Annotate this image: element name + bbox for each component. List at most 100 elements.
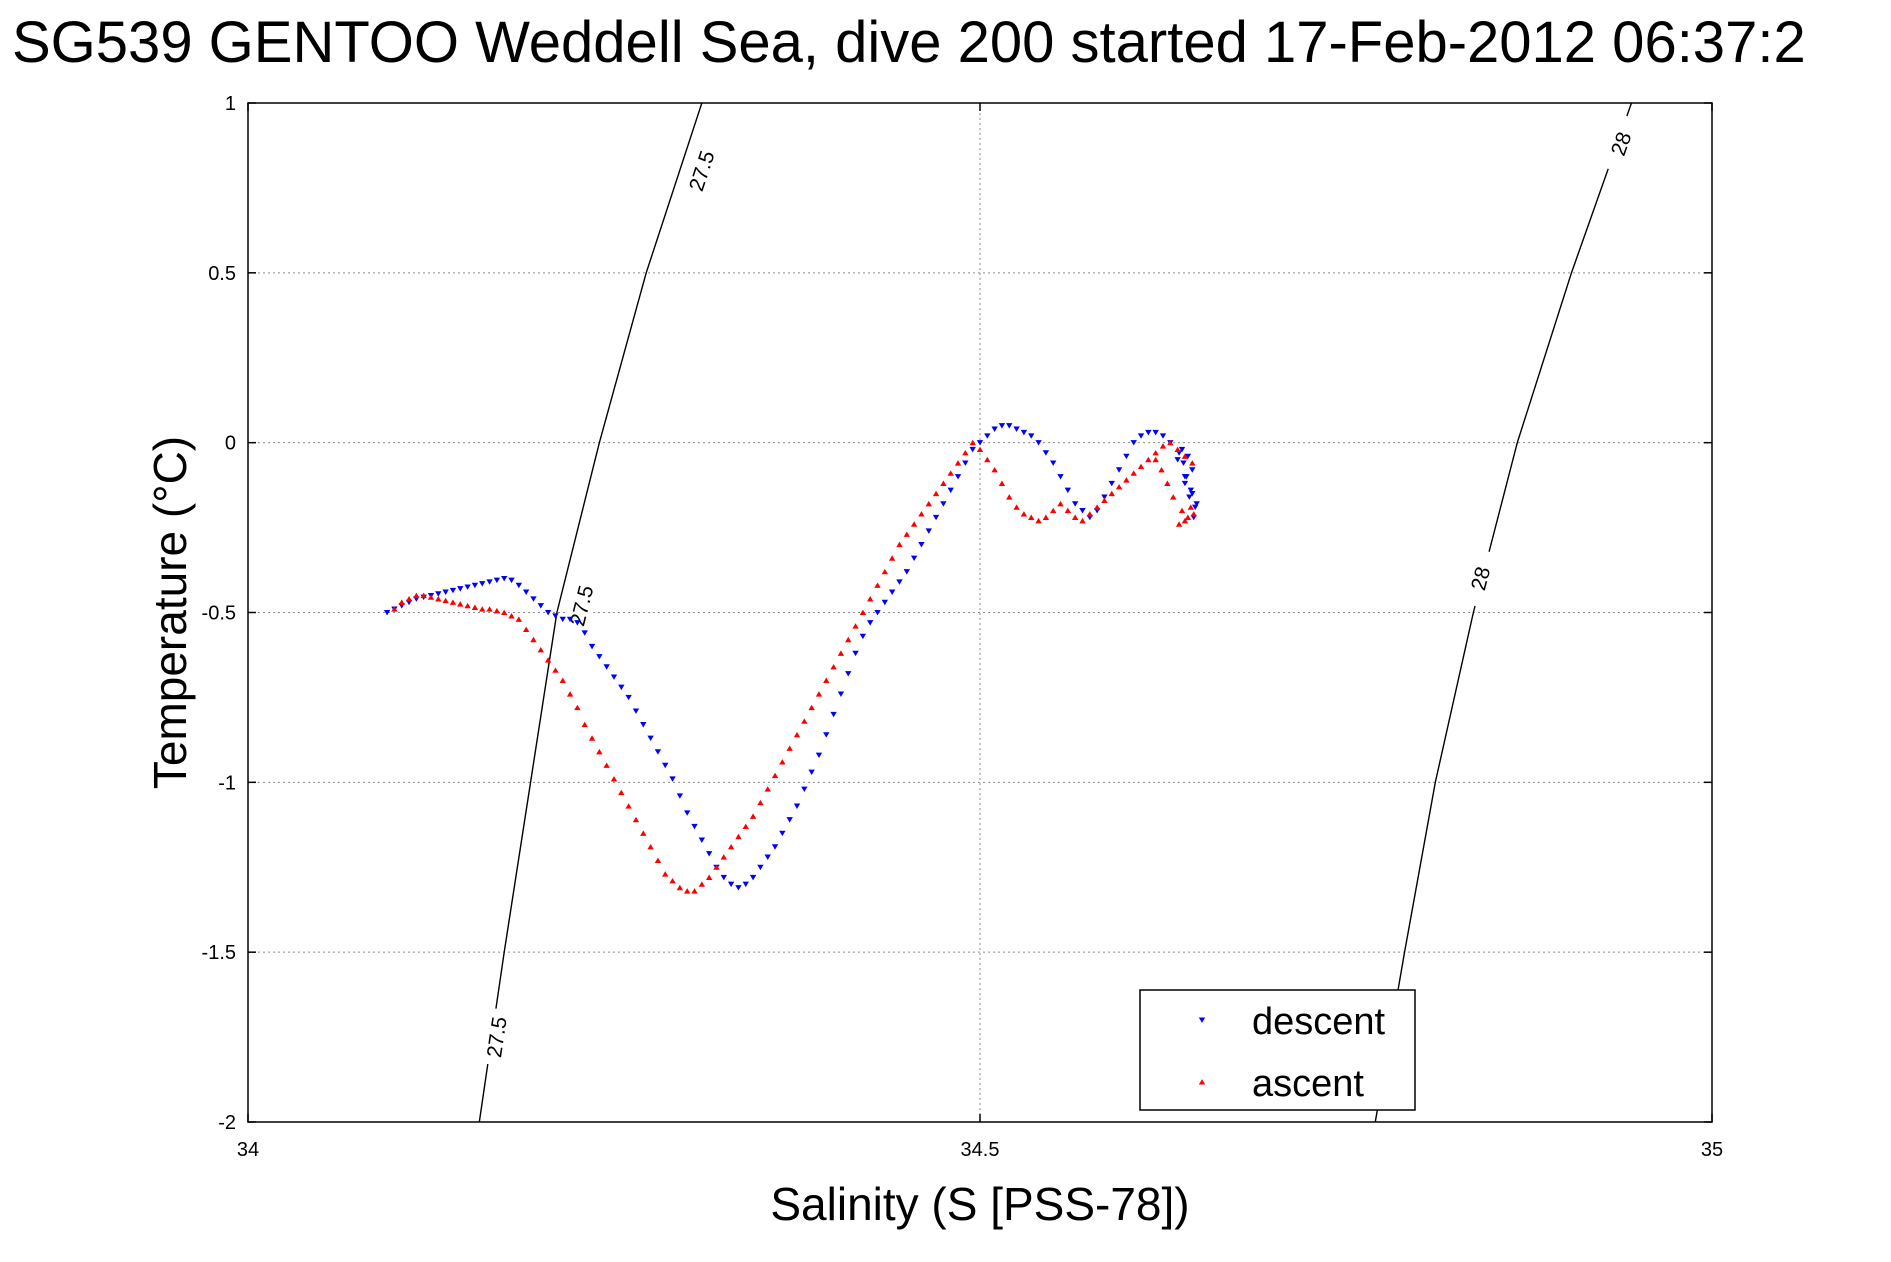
ascent-point bbox=[1006, 494, 1013, 500]
ascent-point bbox=[888, 555, 896, 561]
descent-point bbox=[508, 577, 515, 584]
descent-point bbox=[581, 630, 588, 636]
descent-point bbox=[1013, 426, 1020, 432]
descent-point bbox=[1189, 467, 1196, 473]
descent-point bbox=[684, 810, 691, 816]
ascent-point bbox=[969, 439, 976, 446]
descent-point bbox=[793, 803, 801, 809]
descent-point bbox=[1192, 504, 1199, 511]
ascent-point bbox=[1174, 446, 1181, 453]
ascent-point bbox=[991, 466, 998, 473]
ascent-point bbox=[537, 646, 544, 653]
ascent-point bbox=[391, 606, 398, 612]
contour-label-mask bbox=[563, 575, 601, 636]
descent-point bbox=[625, 694, 632, 701]
ascent-point bbox=[1178, 507, 1186, 514]
descent-point bbox=[1159, 433, 1167, 439]
ascent-point bbox=[859, 609, 867, 616]
descent-point bbox=[486, 579, 493, 585]
descent-point bbox=[1064, 487, 1072, 494]
ascent-point bbox=[1181, 517, 1189, 524]
ascent-point bbox=[1013, 504, 1020, 510]
ascent-point bbox=[727, 843, 735, 850]
descent-point bbox=[566, 616, 574, 623]
ascent-point bbox=[793, 731, 801, 738]
descent-point bbox=[479, 581, 486, 587]
legend-marker-descent bbox=[1198, 1017, 1206, 1023]
ascent-point bbox=[625, 803, 632, 809]
descent-point bbox=[859, 633, 867, 640]
descent-point bbox=[727, 881, 735, 888]
ascent-point bbox=[771, 772, 779, 779]
descent-point bbox=[771, 844, 779, 850]
descent-point bbox=[449, 587, 457, 594]
x-tick-label: 35 bbox=[1701, 1139, 1723, 1161]
legend: descent ascent bbox=[1139, 989, 1416, 1111]
ascent-point bbox=[457, 601, 464, 607]
descent-point bbox=[881, 599, 889, 606]
ascent-point bbox=[508, 613, 515, 619]
descent-point bbox=[815, 752, 823, 759]
descent-point bbox=[537, 603, 544, 609]
descent-point bbox=[1035, 440, 1042, 446]
ascent-point bbox=[749, 813, 757, 819]
descent-point bbox=[976, 440, 984, 446]
ascent-point bbox=[618, 789, 625, 796]
ascent-point bbox=[852, 623, 859, 629]
ascent-point bbox=[522, 626, 530, 633]
ascent-point bbox=[940, 480, 947, 486]
descent-point bbox=[1174, 457, 1181, 463]
descent-point bbox=[1181, 480, 1189, 487]
ascent-point bbox=[713, 864, 720, 870]
ascent-point bbox=[1189, 460, 1196, 466]
ascent-point bbox=[881, 568, 889, 575]
descent-point bbox=[669, 776, 676, 782]
ascent-point bbox=[1020, 511, 1028, 517]
ascent-point bbox=[910, 521, 918, 527]
descent-point bbox=[984, 433, 991, 439]
ascent-point bbox=[669, 877, 676, 884]
descent-point bbox=[596, 654, 603, 660]
ascent-point bbox=[845, 636, 852, 643]
descent-point bbox=[1057, 474, 1064, 480]
y-axis-label: Temperature (°C) bbox=[144, 436, 196, 789]
descent-point bbox=[852, 650, 859, 657]
descent-point bbox=[925, 528, 932, 534]
ascent-point bbox=[1086, 511, 1093, 517]
y-tick-label: -0.5 bbox=[202, 603, 236, 625]
ascent-point bbox=[742, 823, 749, 830]
ascent-point bbox=[1181, 453, 1189, 459]
ascent-point bbox=[947, 470, 954, 476]
y-tick-label: 0.5 bbox=[208, 263, 236, 285]
descent-point bbox=[1178, 446, 1186, 453]
descent-point bbox=[1108, 480, 1115, 487]
ascent-point bbox=[698, 881, 706, 887]
descent-point bbox=[969, 446, 976, 453]
ascent-point bbox=[610, 776, 618, 782]
ascent-point bbox=[493, 607, 501, 614]
descent-point bbox=[515, 582, 523, 589]
descent-point bbox=[464, 584, 471, 590]
descent-point bbox=[457, 586, 464, 592]
ascent-point bbox=[552, 667, 559, 673]
descent-point bbox=[1180, 460, 1187, 466]
ascent-point bbox=[1093, 504, 1101, 510]
ascent-point bbox=[588, 735, 596, 741]
ascent-point bbox=[1130, 470, 1137, 476]
ascent-point bbox=[691, 888, 698, 894]
ascent-point bbox=[427, 594, 435, 600]
descent-point bbox=[830, 711, 837, 718]
contour-label: 28 bbox=[1467, 564, 1495, 592]
legend-box bbox=[1139, 989, 1416, 1111]
ascent-point bbox=[1159, 443, 1167, 449]
legend-label-ascent: ascent bbox=[1252, 1063, 1364, 1105]
ascent-point bbox=[603, 762, 610, 768]
ascent-point bbox=[1145, 456, 1152, 463]
descent-point bbox=[522, 589, 530, 595]
descent-point bbox=[779, 830, 786, 837]
ascent-point bbox=[501, 609, 508, 616]
ascent-point bbox=[830, 663, 837, 670]
ascent-point bbox=[1184, 514, 1192, 520]
ascent-point bbox=[1115, 483, 1123, 490]
contour-label-mask bbox=[681, 140, 722, 202]
